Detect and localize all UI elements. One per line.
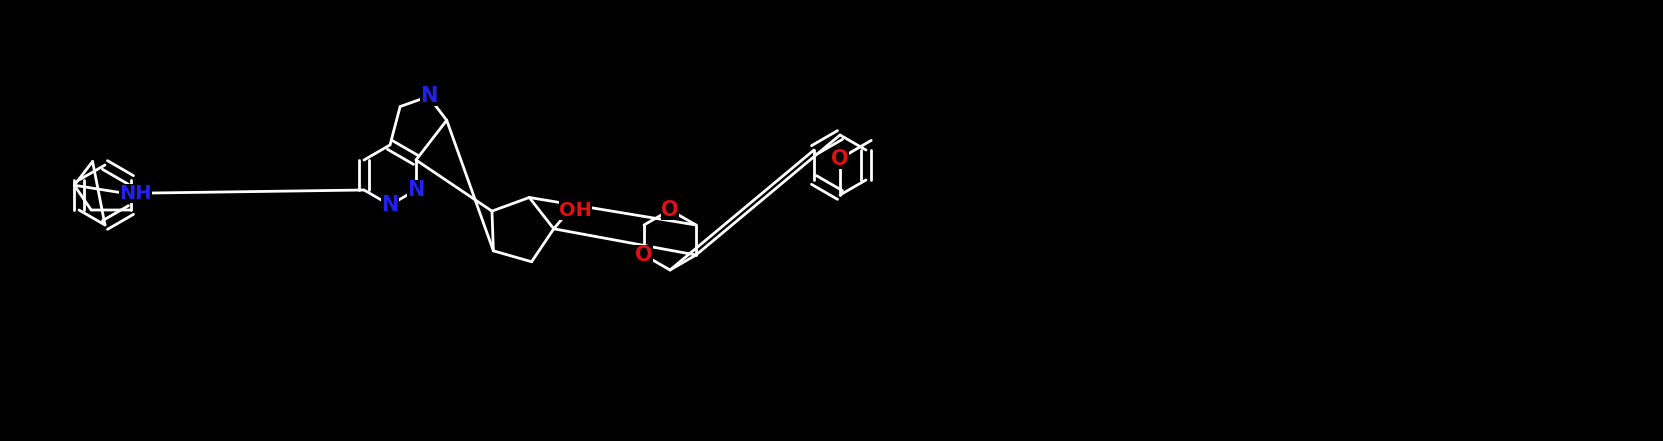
Text: O: O: [662, 200, 679, 220]
Text: NH: NH: [120, 183, 151, 202]
Text: N: N: [407, 180, 424, 200]
Text: N: N: [381, 195, 399, 215]
Text: O: O: [832, 149, 848, 168]
Text: O: O: [635, 245, 654, 265]
Text: OH: OH: [559, 201, 592, 220]
Text: N: N: [419, 86, 437, 106]
